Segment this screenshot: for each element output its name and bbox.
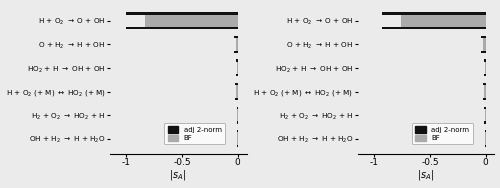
Bar (481, 36, 486, 38)
Bar (236, 74, 238, 76)
Bar (236, 130, 238, 132)
Bar (234, 36, 237, 38)
Bar (485, 132, 486, 145)
Bar (236, 107, 238, 109)
Bar (146, 14, 238, 27)
Bar (484, 85, 486, 98)
Bar (483, 38, 486, 51)
Legend: adj 2-norm, BF: adj 2-norm, BF (164, 123, 225, 145)
X-axis label: $|s_A|$: $|s_A|$ (170, 168, 187, 182)
Bar (485, 109, 486, 121)
Bar (126, 12, 238, 14)
Bar (382, 12, 486, 14)
Bar (483, 98, 486, 100)
Bar (483, 83, 486, 85)
Bar (236, 62, 238, 74)
Legend: adj 2-norm, BF: adj 2-norm, BF (412, 123, 473, 145)
Bar (236, 59, 238, 62)
Bar (481, 51, 486, 53)
Bar (484, 121, 486, 124)
X-axis label: $|s_A|$: $|s_A|$ (418, 168, 434, 182)
Bar (234, 51, 237, 53)
Bar (126, 27, 238, 29)
Bar (236, 83, 238, 85)
Bar (236, 98, 238, 100)
Bar (236, 121, 238, 124)
Bar (382, 27, 486, 29)
Bar (236, 145, 238, 147)
Bar (401, 14, 485, 27)
Bar (237, 109, 238, 121)
Bar (484, 59, 486, 62)
Bar (236, 38, 238, 51)
Bar (484, 130, 486, 132)
Bar (484, 74, 486, 76)
Bar (484, 62, 486, 74)
Bar (484, 145, 486, 147)
Bar (236, 85, 238, 98)
Bar (484, 107, 486, 109)
